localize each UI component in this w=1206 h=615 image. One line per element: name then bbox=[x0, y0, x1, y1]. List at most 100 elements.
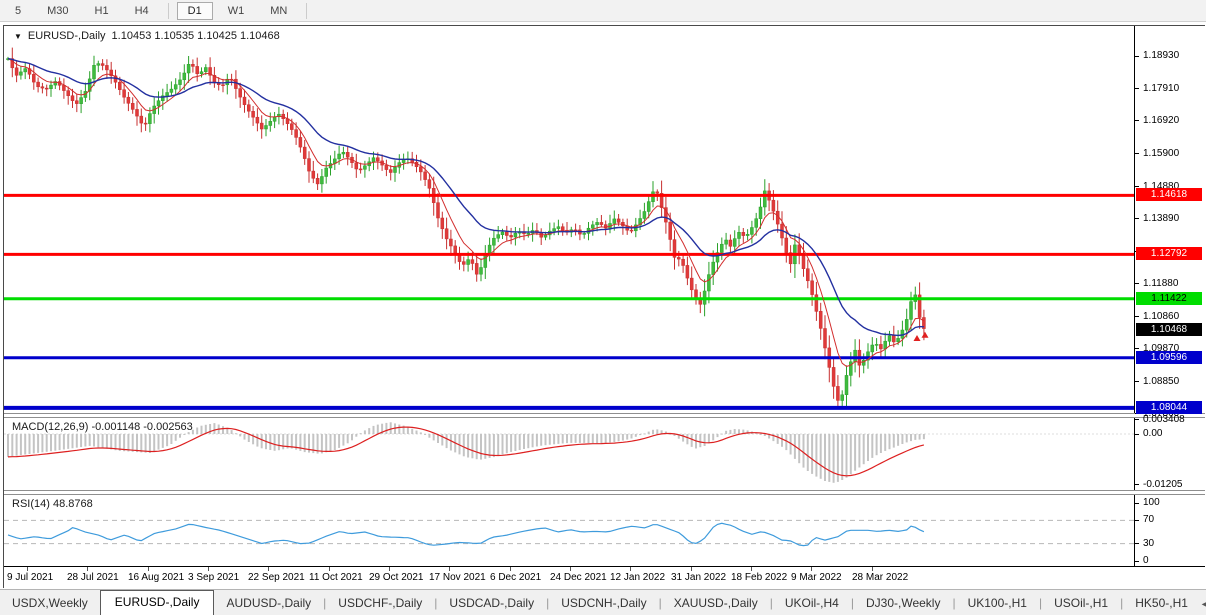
price-axis-tick-mark bbox=[1135, 283, 1139, 285]
tab-scroll-left-icon[interactable]: ◄ bbox=[1199, 599, 1206, 609]
date-axis-label: 22 Sep 2021 bbox=[248, 572, 305, 583]
timeframe-button-h1[interactable]: H1 bbox=[94, 4, 109, 17]
main-chart-canvas[interactable] bbox=[4, 26, 1134, 414]
date-axis-tick-mark bbox=[630, 567, 631, 571]
rsi-axis-tick-mark bbox=[1135, 502, 1139, 504]
macd-axis: 0.003408 0.00 -0.01205 bbox=[1134, 414, 1205, 490]
price-axis-tick-mark bbox=[1135, 381, 1139, 383]
timeframe-button-h4[interactable]: H4 bbox=[134, 4, 149, 17]
rsi-panel[interactable]: RSI(14) 48.8768 bbox=[4, 495, 1134, 566]
date-axis-tick-mark bbox=[389, 567, 390, 571]
tab-hk50-h1[interactable]: HK50-,H1 bbox=[1135, 596, 1188, 610]
price-level-label: 1.10468 bbox=[1136, 322, 1202, 336]
price-axis-tick: 1.18930 bbox=[1143, 50, 1180, 61]
tab-uk100-h1[interactable]: UK100-,H1 bbox=[967, 596, 1027, 610]
macd-axis-tick: 0.003408 bbox=[1143, 413, 1185, 425]
tab-separator: | bbox=[546, 596, 550, 610]
timeframe-button-mn[interactable]: MN bbox=[270, 4, 288, 17]
date-axis-tick-mark bbox=[570, 567, 571, 571]
tab-separator: | bbox=[952, 596, 956, 610]
tab-separator: | bbox=[1120, 596, 1124, 610]
main-chart-panel[interactable]: ▼ EURUSD-,Daily 1.10453 1.10535 1.10425 … bbox=[4, 26, 1134, 413]
date-axis: 9 Jul 2021 28 Jul 2021 16 Aug 2021 3 Sep 20… bbox=[4, 567, 1205, 590]
tab-separator: | bbox=[434, 596, 438, 610]
tab-eurusd-daily[interactable]: EURUSD-,Daily bbox=[99, 590, 215, 615]
price-level-label: 1.08044 bbox=[1136, 400, 1202, 414]
timeframe-button-5[interactable]: 5 bbox=[15, 4, 22, 17]
date-axis-label: 9 Mar 2022 bbox=[791, 572, 842, 583]
tab-usdx-weekly[interactable]: USDX,Weekly bbox=[12, 596, 88, 610]
tab-usdchf-daily[interactable]: USDCHF-,Daily bbox=[338, 596, 423, 610]
panel-splitter[interactable] bbox=[4, 413, 1205, 418]
price-axis-tick-mark bbox=[1135, 120, 1139, 122]
date-axis-tick-mark bbox=[691, 567, 692, 571]
tab-separator: | bbox=[658, 596, 662, 610]
tab-xauusd-daily[interactable]: XAUUSD-,Daily bbox=[673, 596, 758, 610]
tab-usdcad-daily[interactable]: USDCAD-,Daily bbox=[449, 596, 535, 610]
chart-title: ▼ EURUSD-,Daily 1.10453 1.10535 1.10425 … bbox=[14, 30, 280, 42]
rsi-axis-tick: 100 bbox=[1143, 497, 1160, 508]
date-axis-label: 16 Aug 2021 bbox=[128, 572, 185, 583]
macd-panel[interactable]: MACD(12,26,9) -0.001148 -0.002563 bbox=[4, 418, 1134, 490]
price-axis-tick: 1.17910 bbox=[1143, 82, 1180, 94]
rsi-label: RSI(14) 48.8768 bbox=[12, 498, 93, 510]
price-axis-tick-mark bbox=[1135, 316, 1139, 318]
chart-symbol-label: EURUSD-,Daily bbox=[27, 30, 106, 42]
date-axis-label: 31 Jan 2022 bbox=[671, 572, 727, 583]
date-axis-label: 24 Dec 2021 bbox=[550, 572, 607, 583]
tab-audusd-daily[interactable]: AUDUSD-,Daily bbox=[226, 596, 312, 610]
date-axis-tick-mark bbox=[872, 567, 873, 571]
timeframe-button-w1[interactable]: W1 bbox=[227, 4, 245, 17]
timeframe-button-m30[interactable]: M30 bbox=[47, 4, 69, 17]
panel-splitter[interactable] bbox=[4, 490, 1205, 495]
price-axis-tick: 1.14880 bbox=[1143, 180, 1180, 192]
price-level-label: 1.12792 bbox=[1136, 247, 1202, 261]
rsi-canvas[interactable] bbox=[4, 495, 1134, 565]
tab-usdcnh-daily[interactable]: USDCNH-,Daily bbox=[561, 596, 647, 610]
tab-dj30-weekly[interactable]: DJ30-,Weekly bbox=[865, 596, 941, 610]
date-axis-label: 18 Feb 2022 bbox=[731, 572, 788, 583]
date-axis-tick-mark bbox=[268, 567, 269, 571]
price-level-label: 1.11422 bbox=[1136, 291, 1202, 305]
price-axis-tick: 1.15900 bbox=[1143, 147, 1180, 159]
date-axis-tick-mark bbox=[87, 567, 88, 571]
date-axis-label: 9 Jul 2021 bbox=[7, 572, 54, 583]
rsi-axis-tick: 0 bbox=[1143, 555, 1149, 566]
date-axis-label: 11 Oct 2021 bbox=[309, 572, 363, 583]
toolbar-separator bbox=[306, 2, 308, 19]
toolbar-separator bbox=[167, 2, 169, 19]
price-axis-tick: 1.08850 bbox=[1143, 375, 1180, 387]
tab-usoil-h1[interactable]: USOil-,H1 bbox=[1054, 596, 1109, 610]
tab-separator: | bbox=[769, 596, 773, 610]
price-axis-tick: 1.16920 bbox=[1143, 114, 1180, 126]
rsi-axis-tick-mark bbox=[1135, 560, 1139, 562]
tab-scroll-arrows: ◄► bbox=[1200, 599, 1206, 615]
price-axis-tick-mark bbox=[1135, 186, 1139, 188]
tab-separator: | bbox=[1038, 596, 1043, 610]
date-axis-tick-mark bbox=[449, 567, 450, 571]
date-axis-label: 3 Sep 2021 bbox=[188, 572, 240, 583]
price-axis-tick: 1.13890 bbox=[1143, 212, 1180, 224]
tab-separator: | bbox=[323, 596, 327, 610]
tab-separator: | bbox=[850, 596, 854, 610]
date-axis-label: 28 Mar 2022 bbox=[852, 572, 909, 583]
tab-ukoil-h4[interactable]: UKOil-,H4 bbox=[784, 596, 839, 610]
macd-axis-tick: 0.00 bbox=[1143, 428, 1163, 439]
rsi-axis-tick-mark bbox=[1135, 543, 1139, 545]
price-axis-tick: 1.10860 bbox=[1143, 310, 1180, 322]
date-axis-label: 17 Nov 2021 bbox=[429, 572, 486, 583]
macd-axis-tick-mark bbox=[1135, 419, 1139, 421]
date-axis-tick-mark bbox=[329, 567, 330, 571]
chart-window: ▼ EURUSD-,Daily 1.10453 1.10535 1.10425 … bbox=[3, 25, 1205, 590]
date-axis-tick-mark bbox=[510, 567, 511, 571]
date-axis-tick-mark bbox=[811, 567, 812, 571]
date-axis-label: 29 Oct 2021 bbox=[369, 572, 424, 583]
price-axis-tick: 1.11880 bbox=[1143, 277, 1179, 289]
macd-canvas[interactable] bbox=[4, 418, 1134, 490]
date-axis-tick-mark bbox=[208, 567, 209, 571]
timeframe-button-d1[interactable]: D1 bbox=[176, 1, 213, 20]
price-axis-tick: 1.09870 bbox=[1143, 342, 1180, 354]
macd-label: MACD(12,26,9) -0.001148 -0.002563 bbox=[12, 421, 193, 433]
price-axis-tick-mark bbox=[1135, 218, 1139, 220]
date-axis-tick-mark bbox=[148, 567, 149, 571]
